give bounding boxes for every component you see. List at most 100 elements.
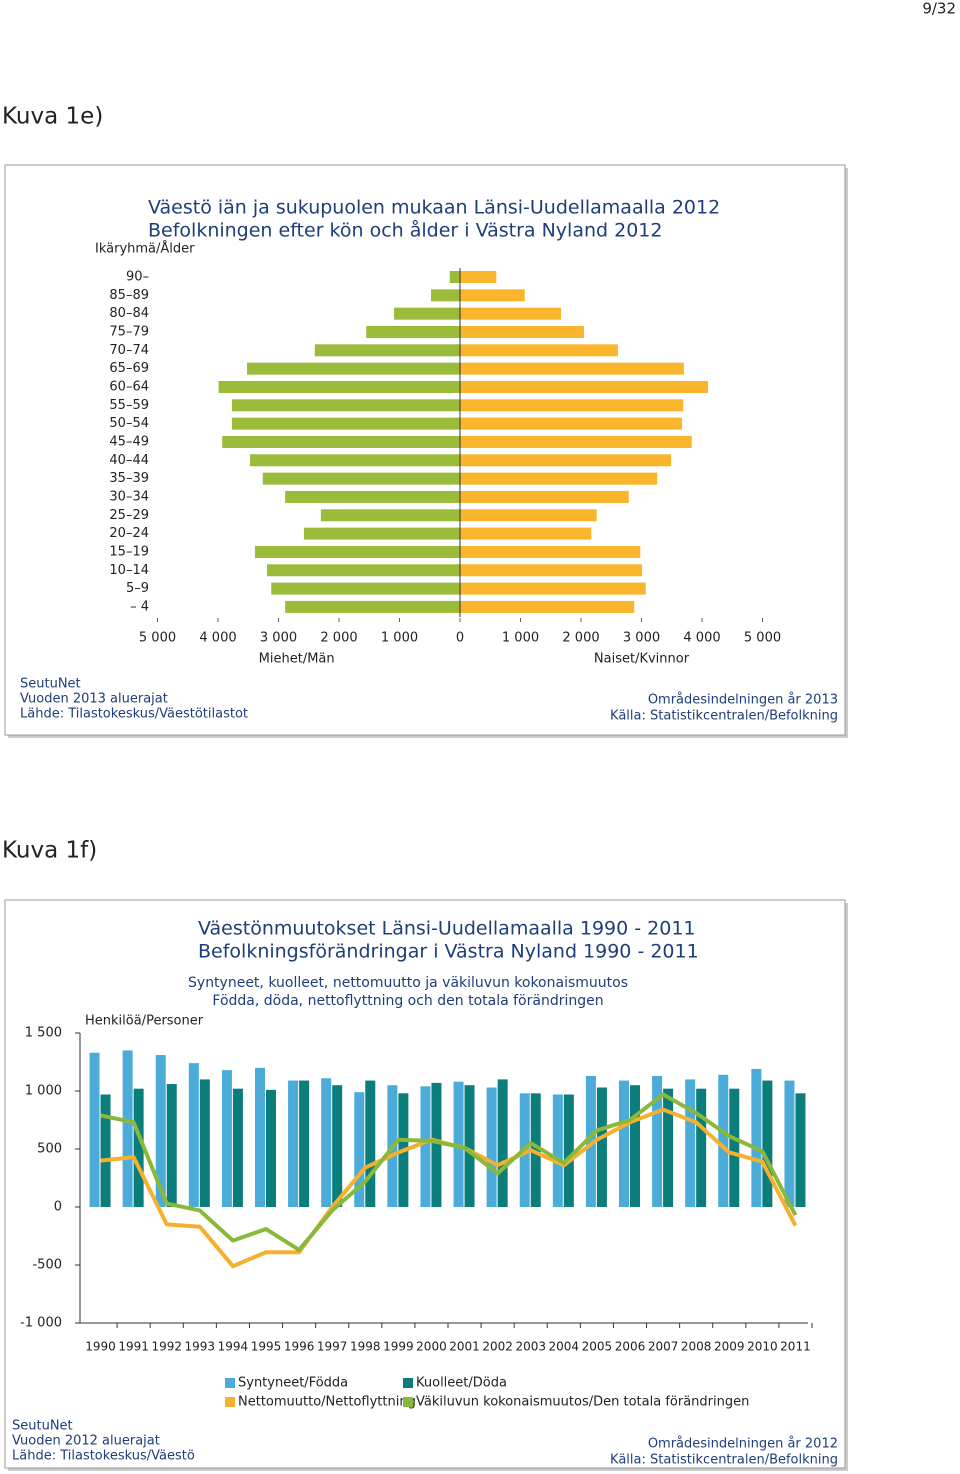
x-tick-label: 2002 — [482, 1340, 513, 1354]
bar — [663, 1088, 674, 1207]
y-tick-label: 55–59 — [109, 398, 149, 413]
footer-right: Källa: Statistikcentralen/Befolkning — [610, 709, 838, 724]
bar — [460, 325, 585, 338]
y-tick-label: 75–79 — [109, 324, 149, 339]
bar — [460, 454, 672, 467]
bar — [133, 1088, 144, 1207]
bar — [685, 1079, 696, 1207]
y-tick-label: 1 000 — [25, 1084, 62, 1099]
bar — [530, 1093, 541, 1207]
bar — [460, 490, 629, 503]
y-tick-label: -500 — [32, 1258, 62, 1273]
y-tick-label: 500 — [37, 1142, 62, 1157]
bar — [460, 435, 692, 448]
x-tick-label: 1991 — [118, 1340, 149, 1354]
bar — [365, 1080, 376, 1207]
x-tick-label: 2011 — [780, 1340, 811, 1354]
y-tick-label: 35–39 — [109, 471, 149, 486]
x-tick-label: 2004 — [549, 1340, 580, 1354]
bar — [266, 1089, 276, 1207]
bar — [267, 564, 460, 577]
x-tick-label: 2009 — [714, 1340, 745, 1354]
bar — [250, 454, 460, 467]
bar — [188, 1063, 199, 1207]
x-tick-label: 2007 — [648, 1340, 679, 1354]
x-tick-label: 2 000 — [320, 631, 357, 646]
bar — [464, 1085, 475, 1207]
chart-title: Väestönmuutokset Länsi-Uudellamaalla 199… — [198, 918, 696, 940]
bar — [166, 1084, 177, 1207]
bar — [255, 1067, 265, 1207]
bar — [460, 399, 684, 412]
page-number: 9/32 — [922, 0, 956, 18]
footer-left: Lähde: Tilastokeskus/Väestö — [12, 1449, 195, 1464]
bar — [585, 1075, 596, 1207]
footer-right: Områdesindelningen år 2012 — [648, 1437, 838, 1452]
bar — [218, 380, 460, 393]
y-tick-label: 45–49 — [109, 434, 149, 449]
footer-left: SeutuNet — [20, 677, 81, 692]
bar — [232, 1088, 243, 1207]
bar — [420, 1086, 431, 1207]
bar — [460, 344, 618, 357]
footer-right: Områdesindelningen år 2013 — [648, 693, 838, 708]
x-tick-label: 1 000 — [381, 631, 418, 646]
y-tick-label: – 4 — [130, 599, 149, 614]
bar — [262, 472, 460, 485]
x-tick-label: 1995 — [251, 1340, 282, 1354]
x-tick-label: 1996 — [284, 1340, 315, 1354]
bar — [122, 1050, 133, 1207]
bar — [100, 1094, 111, 1207]
caption: Kuva 1e) — [2, 104, 103, 130]
bar — [199, 1079, 210, 1207]
legend-label: Kuolleet/Döda — [416, 1376, 507, 1391]
bar — [221, 1070, 232, 1207]
y-tick-label: 1 500 — [25, 1026, 62, 1041]
y-tick-label: 10–14 — [109, 563, 149, 578]
footer-left: Vuoden 2013 aluerajat — [20, 692, 168, 707]
bar — [222, 435, 460, 448]
bar — [460, 600, 635, 613]
bar — [354, 1092, 365, 1207]
bar — [155, 1055, 166, 1207]
bar — [460, 307, 562, 320]
x-tick-label: 1997 — [317, 1340, 348, 1354]
y-tick-label: 70–74 — [109, 343, 149, 358]
y-axis-label: Ikäryhmä/Ålder — [95, 241, 195, 257]
bar — [321, 1078, 332, 1207]
x-tick-label: 2010 — [747, 1340, 778, 1354]
bar — [231, 399, 460, 412]
bar — [460, 545, 641, 558]
x-tick-label: 0 — [456, 631, 464, 646]
bar — [497, 1079, 508, 1207]
chart-description: Födda, döda, nettoflyttning och den tota… — [212, 993, 603, 1009]
y-tick-label: 90– — [126, 270, 149, 285]
bar — [563, 1094, 574, 1207]
bar — [460, 564, 643, 577]
bar — [652, 1075, 663, 1207]
y-tick-label: 25–29 — [109, 508, 149, 523]
legend-label: Väkiluvun kokonaismuutos/Den totala förä… — [416, 1395, 749, 1410]
x-tick-label: 2 000 — [562, 631, 599, 646]
chart-frame — [4, 164, 846, 736]
chart-subtitle: Befolkningsförändringar i Västra Nyland … — [198, 941, 699, 963]
y-tick-label: 0 — [54, 1200, 62, 1215]
bar — [552, 1094, 563, 1207]
bar — [762, 1080, 773, 1207]
bar — [460, 271, 497, 283]
bar — [247, 362, 460, 375]
line — [100, 1092, 798, 1252]
bar — [751, 1068, 762, 1207]
x-tick-label: 1 000 — [502, 631, 539, 646]
bar — [320, 509, 460, 522]
bar — [449, 271, 460, 283]
footer-right: Källa: Statistikcentralen/Befolkning — [610, 1453, 838, 1468]
x-tick-label: 1998 — [350, 1340, 381, 1354]
x-tick-label: 5 000 — [744, 631, 781, 646]
caption: Kuva 1f) — [2, 838, 97, 864]
x-tick-label: 1990 — [85, 1340, 116, 1354]
x-tick-label: 1999 — [383, 1340, 414, 1354]
y-tick-label: 20–24 — [109, 526, 149, 541]
bar — [332, 1085, 343, 1207]
chart-description: Syntyneet, kuolleet, nettomuutto ja väki… — [188, 975, 628, 991]
